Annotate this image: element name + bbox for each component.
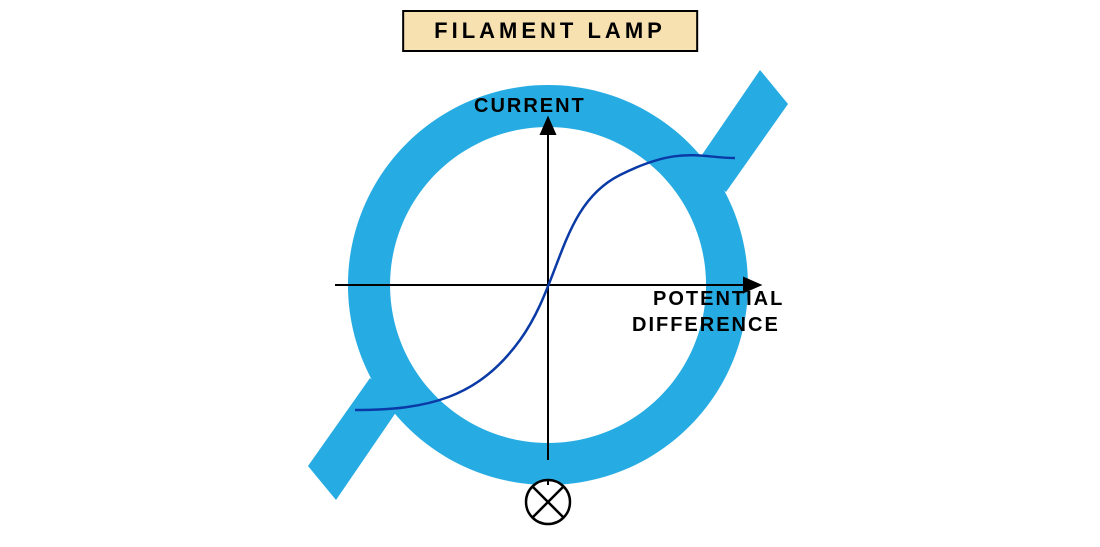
diagram-stage: FILAMENT LAMP CURRENT POTENTIAL DIFFEREN… bbox=[0, 0, 1100, 547]
x-axis-label-line1: POTENTIAL bbox=[653, 288, 784, 311]
x-axis-label-line2: DIFFERENCE bbox=[632, 314, 780, 337]
title-box: FILAMENT LAMP bbox=[402, 10, 698, 52]
y-axis-label: CURRENT bbox=[474, 95, 586, 118]
lamp-symbol bbox=[526, 480, 570, 524]
diagram-svg bbox=[0, 0, 1100, 547]
